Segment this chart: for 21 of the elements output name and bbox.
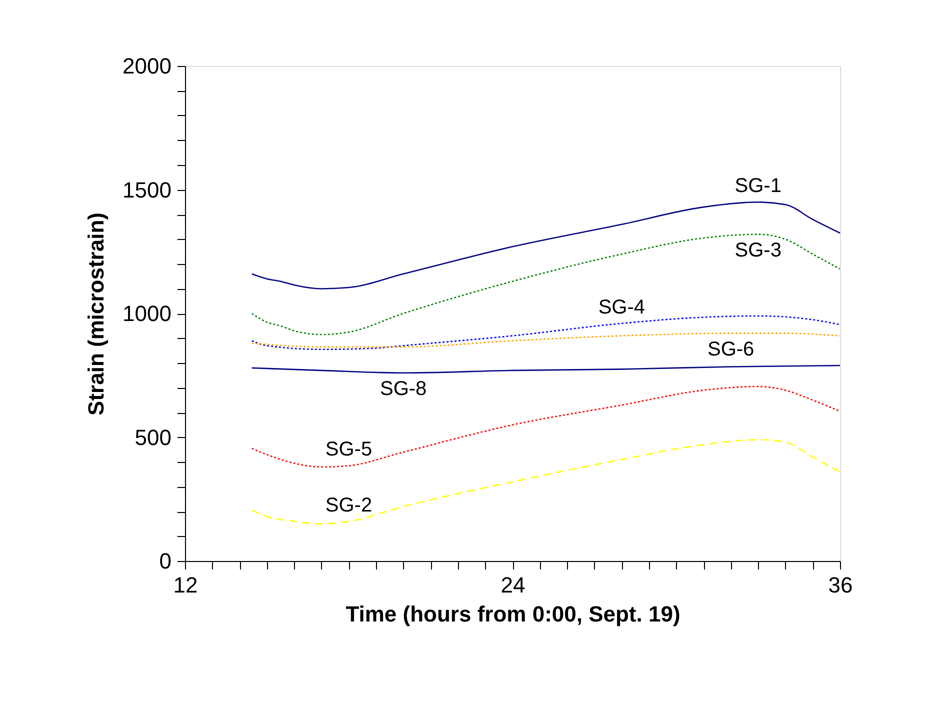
annotation: SG-5 [325,438,372,461]
x-axis-title: Time (hours from 0:00, Sept. 19) [346,602,680,626]
y-tick-label: 0 [159,548,172,574]
y-tick-label: 500 [134,424,172,450]
x-tick-label: 12 [173,572,198,598]
annotation: SG-8 [380,378,427,400]
annotation: SG-2 [325,494,372,516]
annotation: SG-4 [598,296,646,318]
y-tick-label: 1000 [122,301,172,326]
y-tick-label: 1500 [122,177,172,202]
annotation: SG-6 [707,338,754,360]
line-series [251,439,841,525]
line-series [251,364,841,374]
line-series [251,201,841,290]
line-series [251,234,841,336]
x-tick-label: 24 [500,572,526,598]
x-tick-label: 36 [828,572,853,598]
annotation: SG-1 [734,175,782,198]
y-axis-title: Strain (microstrain) [84,212,109,416]
annotation: SG-3 [734,239,782,262]
y-tick-label: 2000 [122,54,172,78]
